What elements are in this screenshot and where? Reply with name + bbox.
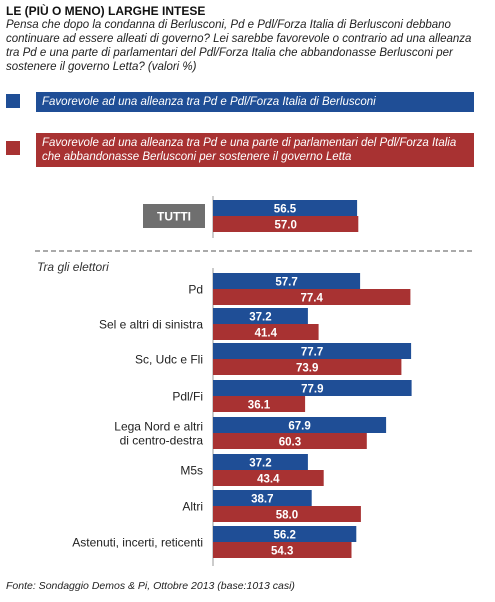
bar-series1-1 xyxy=(213,273,361,289)
bar-series1-0 xyxy=(213,200,358,216)
bar-series1-3 xyxy=(213,343,412,359)
bar-series2-7 xyxy=(213,506,361,522)
bar-series2-5 xyxy=(213,433,367,449)
value-label-series2-6: 43.4 xyxy=(257,474,280,486)
bar-series1-5 xyxy=(213,417,387,433)
value-label-series1-4: 77.9 xyxy=(301,384,323,396)
category-label-8: Astenuti, incerti, reticenti xyxy=(72,536,203,550)
category-label-4: Pdl/Fi xyxy=(172,390,203,404)
legend-label-series1: Favorevole ad una alleanza tra Pd e Pdl/… xyxy=(36,92,474,112)
value-label-series2-0: 57.0 xyxy=(275,220,297,232)
category-label-5-line0: Lega Nord e altri xyxy=(114,420,203,434)
bar-series2-1 xyxy=(213,289,411,305)
bar-series2-3 xyxy=(213,359,402,375)
category-label-tutti: TUTTI xyxy=(157,210,191,224)
legend-swatch-series2 xyxy=(6,141,20,155)
value-label-series1-8: 56.2 xyxy=(274,530,296,542)
survey-question: Pensa che dopo la condanna di Berlusconi… xyxy=(6,19,472,73)
category-label-5-line1: di centro-destra xyxy=(120,434,204,448)
value-label-series2-4: 36.1 xyxy=(248,400,271,412)
tutti-label-box xyxy=(143,204,205,228)
bar-series1-6 xyxy=(213,454,308,470)
value-label-series2-5: 60.3 xyxy=(279,437,301,449)
value-label-series1-3: 77.7 xyxy=(301,347,323,359)
value-label-series1-7: 38.7 xyxy=(251,494,273,506)
category-label-6: M5s xyxy=(180,464,203,478)
value-label-series2-8: 54.3 xyxy=(271,546,293,558)
value-label-series1-0: 56.5 xyxy=(274,204,297,216)
category-label-2: Sel e altri di sinistra xyxy=(99,318,203,332)
value-label-series2-3: 73.9 xyxy=(296,363,318,375)
value-label-series1-6: 37.2 xyxy=(249,458,271,470)
bar-series1-2 xyxy=(213,308,308,324)
source-note: Fonte: Sondaggio Demos & Pi, Ottobre 201… xyxy=(6,580,295,592)
bar-series1-4 xyxy=(213,380,412,396)
bar-series2-6 xyxy=(213,470,324,486)
bar-series2-8 xyxy=(213,542,352,558)
bar-series2-0 xyxy=(213,216,359,232)
bar-series2-2 xyxy=(213,324,319,340)
value-label-series1-1: 57.7 xyxy=(275,277,297,289)
value-label-series1-5: 67.9 xyxy=(288,421,310,433)
value-label-series2-2: 41.4 xyxy=(255,328,278,340)
category-label-3: Sc, Udc e Fli xyxy=(135,353,203,367)
value-label-series2-7: 58.0 xyxy=(276,510,298,522)
bar-series1-8 xyxy=(213,526,357,542)
legend-label-series2: Favorevole ad una alleanza tra Pd e una … xyxy=(36,133,474,167)
bar-series2-4 xyxy=(213,396,306,412)
value-label-series1-2: 37.2 xyxy=(249,312,271,324)
group-heading: Tra gli elettori xyxy=(37,260,109,274)
category-label-1: Pd xyxy=(188,283,203,297)
category-label-7: Altri xyxy=(182,500,203,514)
legend-swatch-series1 xyxy=(6,94,20,108)
bar-series1-7 xyxy=(213,490,312,506)
chart-title: LE (PIÙ O MENO) LARGHE INTESE xyxy=(6,4,206,18)
value-label-series2-1: 77.4 xyxy=(301,293,324,305)
